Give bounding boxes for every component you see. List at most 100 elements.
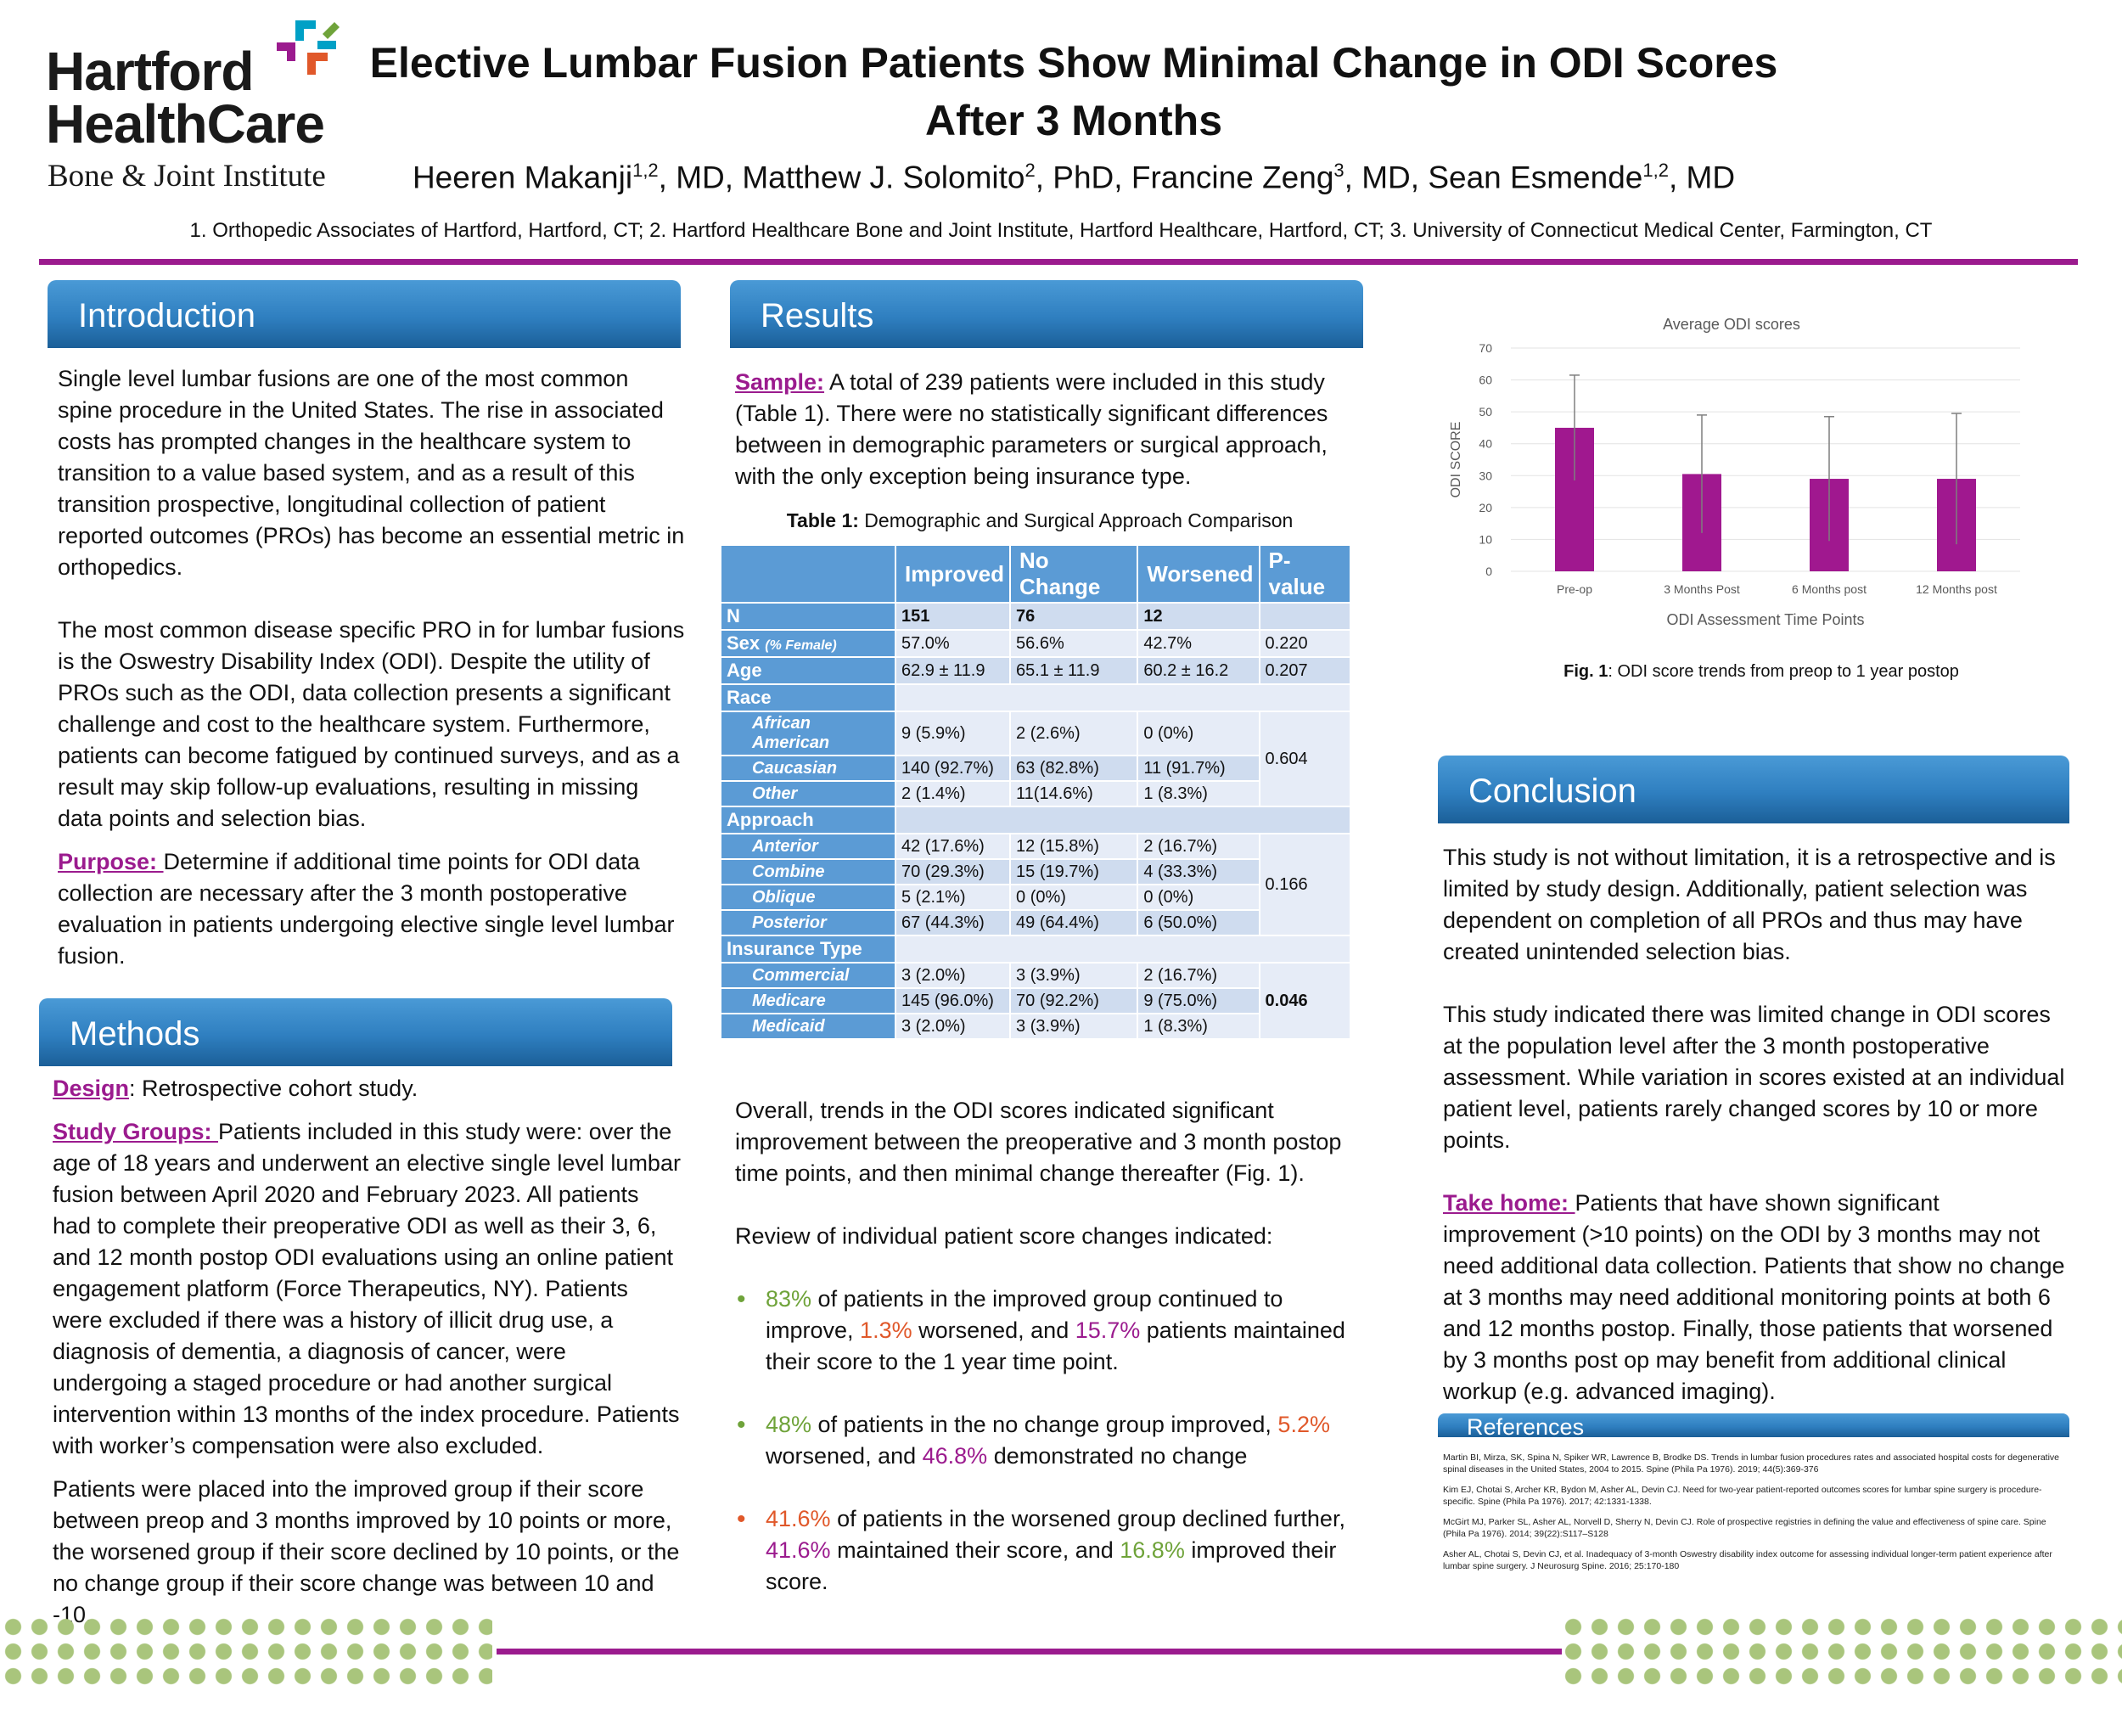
table-cell: 3 (3.9%) [1009, 1013, 1139, 1040]
study-groups-text: Patients included in this study were: ov… [53, 1119, 681, 1458]
author-name: Francine Zeng [1131, 160, 1334, 195]
author-affiliation-sup: 2 [1025, 160, 1036, 181]
table-cell: 56.6% [1009, 629, 1139, 658]
table-cell: 11 (91.7%) [1137, 755, 1260, 782]
author-name: Sean Esmende [1428, 160, 1643, 195]
table-header-row: Improved No Change Worsened P-value [720, 544, 1352, 604]
author-affiliation-sup: 3 [1333, 160, 1344, 181]
finding-text: of patients in the worsened group declin… [830, 1506, 1345, 1531]
y-tick-label: 70 [1479, 341, 1492, 355]
row-subheader: Posterior [720, 909, 896, 936]
x-tick-label: 3 Months Post [1664, 582, 1740, 596]
logo-cross-icon [277, 20, 340, 75]
table-row: Medicaid 3 (2.0%) 3 (3.9%) 1 (8.3%) [720, 1013, 1350, 1040]
table-row: Commercial 3 (2.0%) 3 (3.9%) 2 (16.7%) 0… [720, 962, 1352, 1040]
author-affiliation-sup: 1,2 [632, 160, 659, 181]
table-row: Posterior 67 (44.3%) 49 (64.4%) 6 (50.0%… [720, 909, 1350, 936]
p-value-cell: 0.046 [1258, 962, 1352, 1040]
design-paragraph: Design: Retrospective cohort study. [53, 1073, 681, 1104]
table-cell: 140 (92.7%) [894, 755, 1012, 782]
logo-text-healthcare: HealthCare [46, 93, 325, 154]
logo-text-hartford: Hartford [46, 41, 254, 102]
table-cell: 6 (50.0%) [1137, 909, 1260, 936]
table-cell [895, 806, 1351, 834]
table-row: African American 9 (5.9%) 2 (2.6%) 0 (0%… [720, 711, 1352, 807]
table-cell: 2 (1.4%) [894, 780, 1012, 807]
table-row: Sex (% Female) 57.0% 56.6% 42.7% 0.220 [720, 629, 1352, 658]
row-subheader: Caucasian [720, 755, 896, 782]
table-cell: 70 (29.3%) [894, 858, 1012, 885]
table-cell: 0 (0%) [1009, 884, 1139, 911]
finding-item: • 83% of patients in the improved group c… [735, 1284, 1363, 1378]
bullet-dot-icon: • [737, 1411, 746, 1439]
table-cell: 67 (44.3%) [894, 909, 1012, 936]
table-cell: 70 (92.2%) [1009, 987, 1139, 1014]
table-cell: 12 [1137, 602, 1260, 631]
row-subheader: Anterior [720, 833, 896, 860]
table-cell: 12 (15.8%) [1009, 833, 1139, 860]
bullet-dot-icon: • [737, 1505, 746, 1533]
hartford-healthcare-logo: Hartford HealthCare Bone & Joint Institu… [42, 15, 348, 202]
study-groups-paragraph: Study Groups: Patients included in this … [53, 1116, 681, 1462]
bullet-dot-icon: • [737, 1285, 746, 1313]
overall-paragraph: Overall, trends in the ODI scores indica… [735, 1098, 1342, 1186]
table-cell: 145 (96.0%) [894, 987, 1012, 1014]
author-degree: , MD [1668, 160, 1736, 195]
table-cell: 15 (19.7%) [1009, 858, 1139, 885]
author-affiliation-sup: 1,2 [1642, 160, 1669, 181]
table-cell: 2 (2.6%) [1009, 711, 1139, 756]
x-tick-label: 6 Months post [1792, 582, 1867, 596]
row-subheader: Medicaid [720, 1013, 896, 1040]
conclusion-paragraph: This study indicated there was limited c… [1443, 1002, 2065, 1153]
figure-caption: Fig. 1: ODI score trends from preop to 1… [1443, 662, 2080, 682]
study-groups-label: Study Groups: [53, 1119, 218, 1144]
stat-value: 83% [766, 1286, 812, 1312]
reference-item: McGirt MJ, Parker SL, Asher AL, Norvell … [1443, 1517, 2046, 1539]
table-cell: 62.9 ± 11.9 [894, 656, 1012, 685]
stat-value: 16.8% [1120, 1537, 1185, 1563]
reference-item: Asher AL, Chotai S, Devin CJ, et al. Ina… [1443, 1549, 2052, 1571]
row-header: Race [720, 683, 896, 712]
title-line-2: After 3 Months [925, 97, 1222, 144]
p-value-cell: 0.220 [1258, 629, 1352, 658]
reference-item: Martin BI, Mirza, SK, Spina N, Spiker WR… [1443, 1452, 2060, 1475]
table-cell: 3 (2.0%) [894, 1013, 1012, 1040]
purpose-paragraph: Purpose: Determine if additional time po… [58, 846, 686, 972]
table-row: Insurance Type [720, 935, 1351, 964]
row-header: Age [720, 656, 896, 685]
table-cell: 76 [1009, 602, 1139, 631]
row-header: Approach [720, 806, 896, 834]
table-cell: 9 (5.9%) [894, 711, 1012, 756]
row-subheader: African American [720, 711, 896, 756]
purpose-text: Determine if additional time points for … [58, 849, 675, 969]
references-heading: References [1438, 1413, 2069, 1440]
sample-text: A total of 239 patients were included in… [735, 369, 1328, 489]
figure-caption-label: Fig. 1 [1563, 662, 1608, 681]
x-tick-label: Pre-op [1557, 582, 1592, 596]
conclusion-body: This study is not without limitation, it… [1443, 842, 2071, 1439]
x-axis-label: ODI Assessment Time Points [1666, 611, 1864, 628]
table-row: Approach [720, 806, 1351, 834]
stat-value: 41.6% [766, 1506, 831, 1531]
p-value-cell: 0.166 [1258, 833, 1352, 936]
take-home-label: Take home: [1443, 1190, 1575, 1216]
table-cell: 49 (64.4%) [1009, 909, 1139, 936]
y-tick-label: 30 [1479, 469, 1492, 482]
review-paragraph: Review of individual patient score chang… [735, 1223, 1273, 1249]
row-header: N [720, 602, 896, 631]
y-tick-label: 20 [1479, 501, 1492, 514]
row-subheader: Commercial [720, 962, 896, 989]
finding-text: maintained their score, and [830, 1537, 1120, 1563]
design-label: Design [53, 1076, 130, 1101]
introduction-heading: Introduction [48, 280, 681, 348]
table-row: Anterior 42 (17.6%) 12 (15.8%) 2 (16.7%)… [720, 833, 1352, 936]
y-tick-label: 50 [1479, 405, 1492, 419]
row-subheader: Combine [720, 858, 896, 885]
take-home-text: Patients that have shown significant imp… [1443, 1190, 2065, 1404]
finding-text: worsened, and [912, 1317, 1075, 1343]
reference-item: Kim EJ, Chotai S, Archer KR, Bydon M, As… [1443, 1485, 2042, 1507]
table-cell: 1 (8.3%) [1137, 1013, 1260, 1040]
conclusion-heading: Conclusion [1438, 756, 2069, 823]
introduction-paragraph: The most common disease specific PRO in … [58, 617, 685, 831]
author-list: Heeren Makanji1,2, MD, Matthew J. Solomi… [356, 160, 1791, 195]
